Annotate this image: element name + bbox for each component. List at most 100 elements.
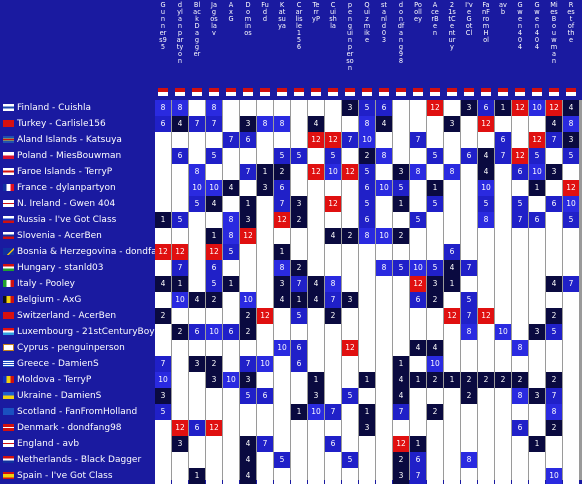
empty-cell [444,420,460,436]
empty-cell [444,228,460,244]
empty-cell [478,324,494,340]
score-cell: 6 [291,356,307,372]
country-flag-icon [3,360,14,367]
empty-cell [512,244,528,260]
empty-cell [495,228,511,244]
score-cell: 5 [563,212,579,228]
score-cell: 4 [393,372,409,388]
score-cell: 8 [359,228,375,244]
score-cell: 10 [189,180,205,196]
empty-cell [291,324,307,340]
score-cell: 3 [172,436,188,452]
empty-cell [206,340,222,356]
score-cell: 3 [189,356,205,372]
score-cell: 3 [342,100,358,116]
score-cell: 1 [393,356,409,372]
score-cell: 12 [172,244,188,260]
empty-cell [257,468,273,484]
empty-cell [240,260,256,276]
score-cell: 8 [563,116,579,132]
empty-cell [563,324,579,340]
column-flag-icon [549,88,559,96]
score-cell: 5 [274,452,290,468]
score-cell: 7 [342,132,358,148]
score-cell: 3 [155,388,171,404]
column-header: dylanpartyon [172,0,189,86]
score-cell: 1 [427,180,443,196]
score-cell: 4 [206,196,222,212]
empty-cell [393,116,409,132]
score-cell: 3 [563,132,579,148]
empty-cell [444,436,460,452]
empty-cell [444,452,460,468]
empty-cell [240,340,256,356]
column-header: Katsuya [274,0,291,86]
score-cell: 2 [393,228,409,244]
empty-cell [359,452,375,468]
row-label: Bosnia & Herzegovina - dondfang98 [0,244,155,260]
empty-cell [546,452,562,468]
empty-cell [546,436,562,452]
score-cell: 7 [563,276,579,292]
empty-cell [495,452,511,468]
empty-cell [563,260,579,276]
empty-cell [461,356,477,372]
score-cell: 7 [495,148,511,164]
column-header: Rest of the [563,0,580,86]
empty-cell [393,244,409,260]
empty-cell [172,356,188,372]
score-cell: 10 [325,164,341,180]
country-flag-icon [3,424,14,431]
empty-cell [546,212,562,228]
empty-cell [410,420,426,436]
empty-cell [546,356,562,372]
column-header: Gwen 404 [512,0,529,86]
empty-cell [461,116,477,132]
empty-cell [410,388,426,404]
row-label: Netherlands - Black Dagger [0,452,155,468]
empty-cell [308,212,324,228]
empty-cell [563,404,579,420]
empty-cell [223,292,239,308]
empty-cell [410,308,426,324]
row-label: Hungary - stanld03 [0,260,155,276]
column-header-label: dondfang98 [397,1,405,65]
empty-cell [223,164,239,180]
empty-cell [325,100,341,116]
empty-cell [529,116,545,132]
score-cell: 10 [206,180,222,196]
column-flag-icon [515,88,525,96]
empty-cell [342,404,358,420]
score-cell: 6 [546,196,562,212]
empty-cell [563,420,579,436]
score-cell: 1 [393,196,409,212]
score-cell: 4 [376,116,392,132]
column-header-label: stanld03 [380,1,388,44]
empty-cell [427,212,443,228]
score-cell: 1 [359,404,375,420]
row-label-text: Italy - Pooley [17,279,75,289]
empty-cell [376,164,392,180]
empty-cell [223,420,239,436]
column-header: Gwen404 [529,0,546,86]
empty-cell [461,276,477,292]
empty-cell [308,180,324,196]
column-flag-icon [362,88,372,96]
empty-cell [325,372,341,388]
row-label-text: Belgium - AxG [17,295,82,305]
score-cell: 6 [461,148,477,164]
score-cell: 12 [342,164,358,180]
empty-cell [393,276,409,292]
country-flag-icon [3,200,14,207]
empty-cell [223,116,239,132]
score-cell: 6 [257,388,273,404]
empty-cell [325,260,341,276]
score-cell: 3 [291,196,307,212]
empty-cell [529,308,545,324]
column-header: I've Got Cl [461,0,478,86]
column-header: avb [495,0,512,86]
score-cell: 3 [308,388,324,404]
row-label: Aland Islands - Katsuya [0,132,155,148]
empty-cell [189,244,205,260]
empty-cell [376,292,392,308]
